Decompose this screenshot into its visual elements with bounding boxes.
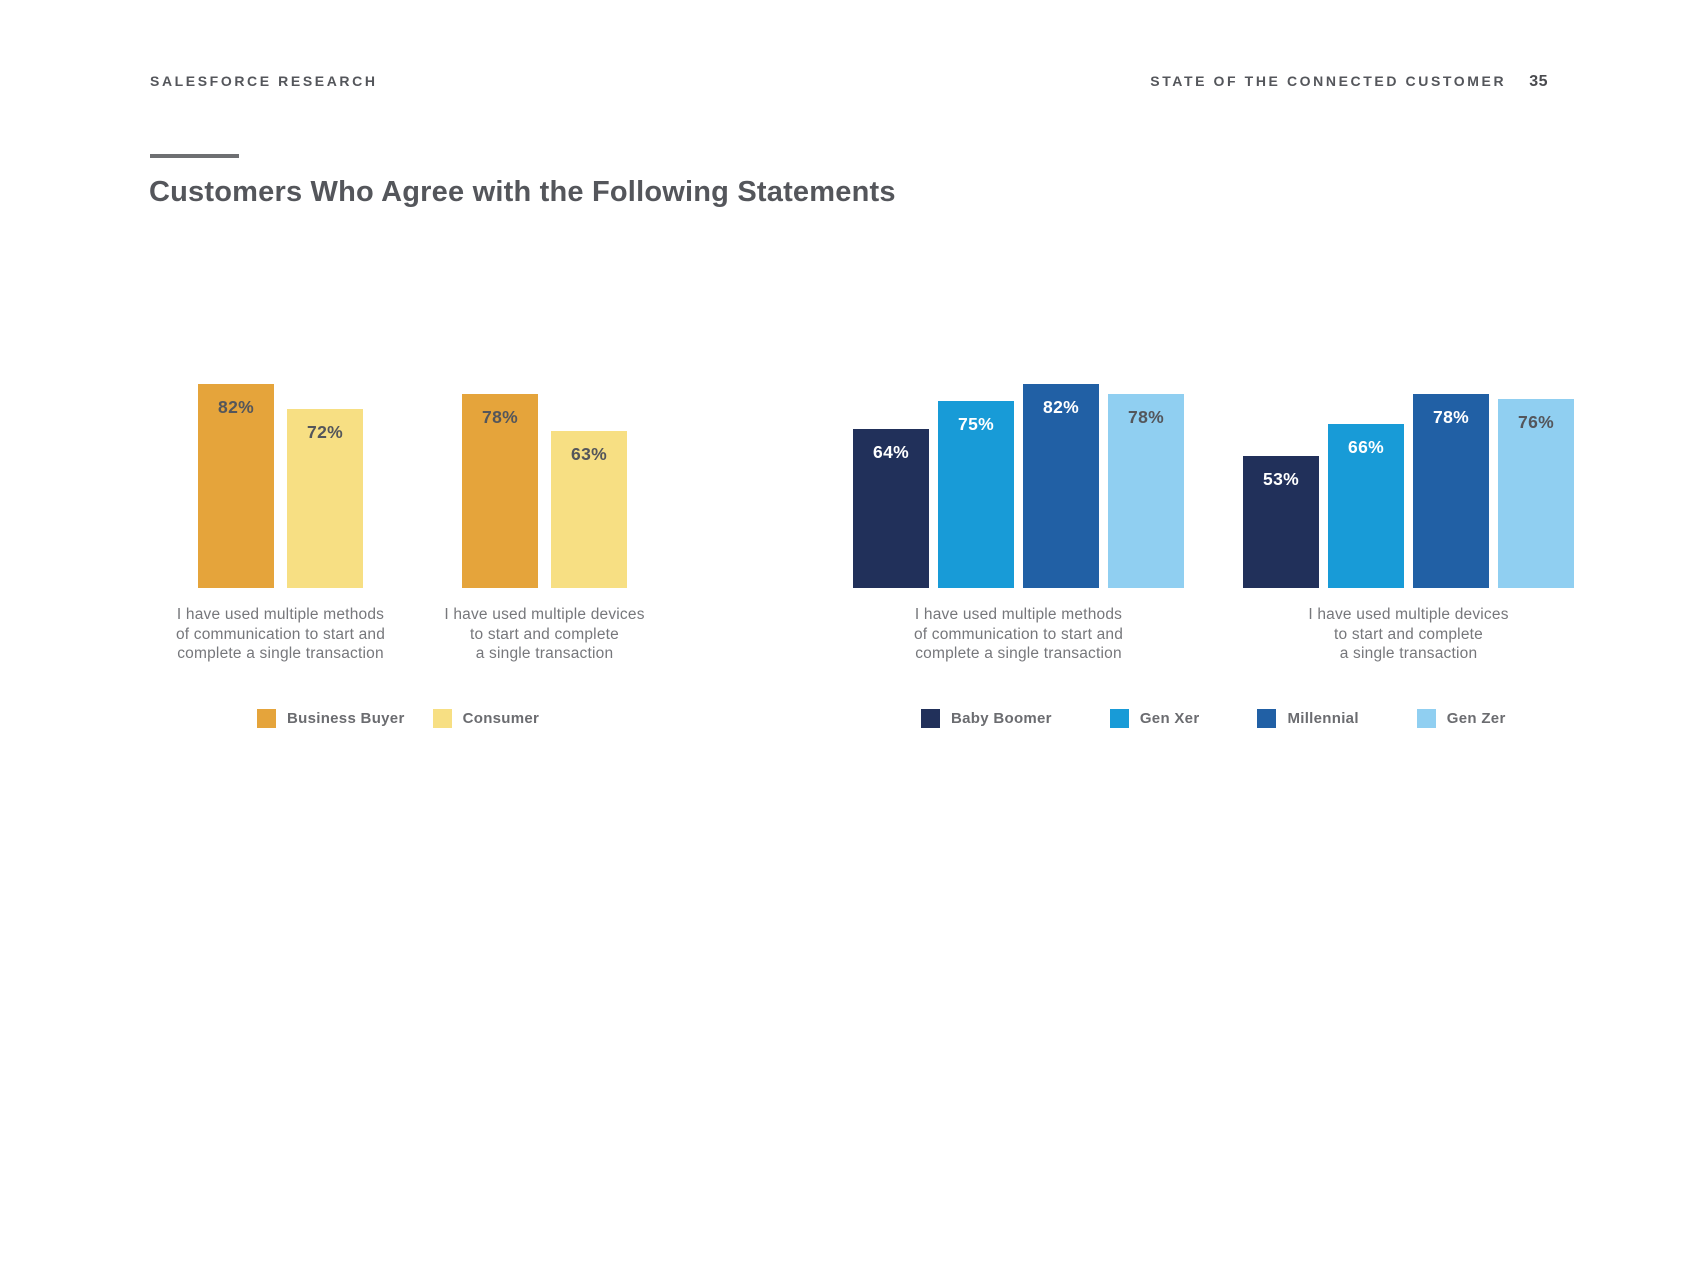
legend: Baby Boomer Gen Xer Millennial Gen Zer — [921, 709, 1506, 728]
caption-line: I have used multiple devices — [444, 606, 645, 623]
legend-swatch — [1109, 709, 1129, 728]
bar-value-label: 78% — [482, 407, 518, 427]
bar-millennial: 78% — [1413, 394, 1489, 588]
bar-value-label: 82% — [1043, 397, 1079, 417]
group-caption: I have used multiple devices to start and… — [395, 605, 695, 664]
header-brand-text: SALESFORCE RESEARCH — [150, 73, 378, 89]
caption-line: complete a single transaction — [177, 645, 384, 662]
caption-line: of communication to start and — [175, 625, 386, 643]
legend-swatch — [432, 709, 452, 728]
legend-label: Baby Boomer — [951, 710, 1052, 727]
bar-value-label: 76% — [1518, 412, 1554, 432]
legend-swatch — [921, 709, 940, 728]
title-underline — [150, 154, 239, 158]
legend-item-business-buyer: Business Buyer — [257, 709, 405, 728]
bar-value-label: 66% — [1348, 437, 1384, 457]
group-caption: I have used multiple devices to start and… — [1259, 605, 1559, 664]
bar-value-label: 82% — [218, 397, 254, 417]
bar-business-buyer: 78% — [462, 394, 538, 588]
legend: Business Buyer Consumer — [257, 709, 539, 728]
legend-label: Gen Zer — [1446, 710, 1506, 727]
bar-baby-boomer: 64% — [853, 429, 929, 588]
page-number: 35 — [1529, 73, 1548, 90]
bar-value-label: 53% — [1263, 469, 1299, 489]
caption-line: I have used multiple devices — [1308, 606, 1509, 623]
caption-line: to start and complete — [470, 625, 619, 643]
caption-line: I have used multiple methods — [914, 606, 1123, 623]
legend-label: Consumer — [462, 710, 540, 727]
header-report-title: STATE OF THE CONNECTED CUSTOMER — [1150, 73, 1507, 89]
bar-gen-zer: 76% — [1498, 399, 1574, 588]
legend-item-baby-boomer: Baby Boomer — [921, 709, 1052, 728]
bar-millennial: 82% — [1023, 384, 1099, 588]
caption-line: I have used multiple methods — [176, 606, 385, 623]
bar-value-label: 75% — [958, 414, 994, 434]
legend-item-millennial: Millennial — [1257, 709, 1358, 728]
group-caption: I have used multiple methods of communica… — [869, 605, 1169, 664]
bar-value-label: 78% — [1128, 407, 1164, 427]
caption-line: of communication to start and — [913, 625, 1124, 643]
page-title: Customers Who Agree with the Following S… — [149, 176, 896, 208]
bar-business-buyer: 82% — [198, 384, 274, 588]
legend-item-gen-zer: Gen Zer — [1416, 709, 1506, 728]
legend-label: Business Buyer — [287, 710, 405, 727]
caption-line: a single transaction — [475, 645, 614, 662]
bar-consumer: 63% — [551, 431, 627, 588]
header-right: STATE OF THE CONNECTED CUSTOMER 35 — [1150, 73, 1548, 91]
caption-line: complete a single transaction — [915, 645, 1122, 662]
legend-item-gen-xer: Gen Xer — [1109, 709, 1200, 728]
bar-value-label: 72% — [307, 422, 343, 442]
bar-value-label: 64% — [873, 442, 909, 462]
legend-item-consumer: Consumer — [432, 709, 540, 728]
bar-gen-xer: 66% — [1328, 424, 1404, 588]
caption-line: to start and complete — [1334, 625, 1483, 643]
caption-line: a single transaction — [1339, 645, 1478, 662]
bar-value-label: 78% — [1433, 407, 1469, 427]
legend-swatch — [1416, 709, 1436, 728]
legend-label: Gen Xer — [1139, 710, 1200, 727]
bar-value-label: 63% — [571, 444, 607, 464]
group-caption: I have used multiple methods of communica… — [131, 605, 431, 664]
bar-baby-boomer: 53% — [1243, 456, 1319, 588]
bar-consumer: 72% — [287, 409, 363, 588]
legend-swatch — [257, 709, 276, 728]
legend-label: Millennial — [1287, 710, 1359, 727]
bar-gen-zer: 78% — [1108, 394, 1184, 588]
legend-swatch — [1257, 709, 1277, 728]
bar-gen-xer: 75% — [938, 401, 1014, 588]
